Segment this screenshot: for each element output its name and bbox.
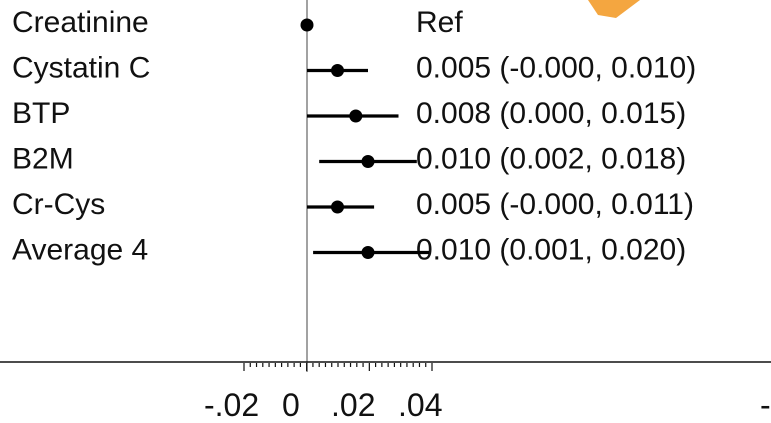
x-axis-ticks	[243, 363, 433, 371]
orange-accent-shape	[588, 0, 640, 18]
estimate-point-b2m	[361, 155, 375, 168]
tick-label: 0	[282, 387, 300, 423]
row-label-creatinine: Creatinine	[12, 6, 149, 39]
estimate-point-creatinine	[300, 18, 314, 32]
row-labels: Creatinine Cystatin C BTP B2M Cr-Cys Average …	[12, 6, 150, 267]
estimate-point-average-4	[361, 246, 375, 259]
ci-text-cr-cys: 0.005 (-0.000, 0.011)	[416, 188, 694, 221]
ci-text-average-4: 0.010 (0.001, 0.020)	[416, 234, 686, 267]
row-label-b2m: B2M	[12, 143, 74, 176]
row-label-cr-cys: Cr-Cys	[12, 188, 105, 221]
estimate-point-cr-cys	[331, 200, 344, 214]
ci-text-btp: 0.008 (0.000, 0.015)	[416, 97, 686, 130]
tick-label: .02	[331, 387, 375, 423]
ci-text-cystatin-c: 0.005 (-0.000, 0.010)	[416, 52, 696, 85]
ci-text-creatinine: Ref	[416, 6, 463, 39]
estimate-point-btp	[349, 109, 363, 123]
estimate-marks	[300, 18, 429, 259]
estimate-point-cystatin-c	[331, 64, 344, 77]
tick-label: .04	[398, 387, 442, 423]
tick-label: -.02	[204, 387, 259, 423]
row-label-average-4: Average 4	[12, 234, 148, 267]
ci-text-column: Ref 0.005 (-0.000, 0.010) 0.008 (0.000, 0.…	[416, 6, 696, 267]
row-label-btp: BTP	[12, 97, 70, 130]
x-axis-tick-labels: -.02 0 .02 .04	[204, 387, 442, 423]
edge-tick-label: -	[760, 387, 771, 423]
row-label-cystatin-c: Cystatin C	[12, 52, 150, 85]
ci-text-b2m: 0.010 (0.002, 0.018)	[416, 143, 686, 176]
